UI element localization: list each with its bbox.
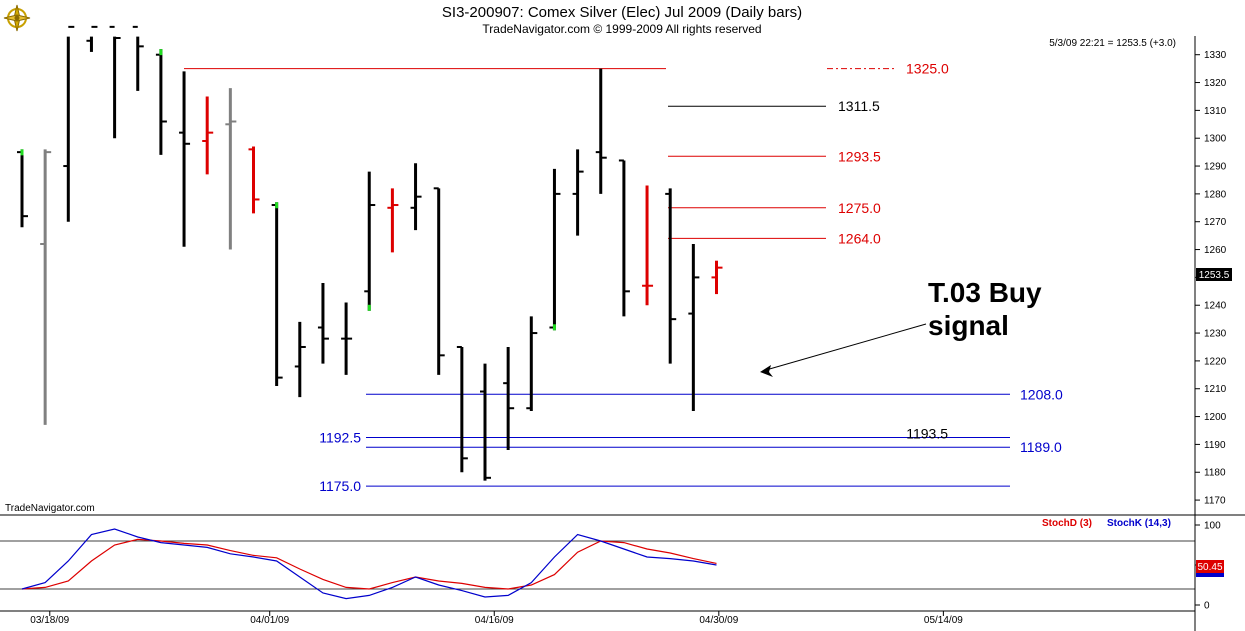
ohlc-bar	[526, 316, 538, 412]
ohlc-bar	[40, 149, 52, 425]
ohlc-bar	[387, 188, 399, 253]
price-tick-label: 1190	[1204, 440, 1226, 451]
date-tick-label: 05/14/09	[924, 615, 963, 626]
stoch-line	[21, 528, 717, 600]
ohlc-bar	[549, 168, 561, 331]
price-tick-label: 1310	[1204, 106, 1227, 117]
stoch-series	[21, 528, 717, 600]
ohlc-bar	[155, 49, 167, 155]
level-label: 1192.5	[319, 429, 361, 445]
date-axis-ticks: 03/18/09 04/01/09 04/16/09 04/30/09 05/14/09	[30, 611, 963, 626]
quote-readout: 5/3/09 22:21 = 1253.5 (+3.0)	[1049, 38, 1176, 49]
ohlc-bar	[410, 163, 422, 231]
price-tick-label: 1180	[1204, 468, 1226, 479]
copyright-text: TradeNavigator.com © 1999-2009 All right…	[482, 22, 761, 36]
ohlc-bar	[271, 202, 283, 386]
price-tick-label: 1200	[1204, 412, 1227, 423]
ohlc-bar	[595, 68, 607, 194]
ohlc-bar	[665, 188, 677, 364]
level-label: 1264.0	[838, 230, 881, 246]
level-label: 1208.0	[1020, 386, 1063, 402]
price-tick-label: 1170	[1204, 496, 1226, 507]
ohlc-bar	[225, 88, 237, 250]
ohlc-bar	[688, 243, 700, 412]
ohlc-bar	[202, 96, 214, 175]
stoch-reference-lines	[0, 540, 1195, 590]
date-tick-label: 04/16/09	[475, 615, 514, 626]
level-label: 1193.5	[906, 426, 948, 442]
ohlc-bar	[86, 25, 98, 52]
annotation-arrow	[760, 323, 927, 377]
stoch-last-tag: 50.45	[1196, 560, 1224, 577]
ohlc-bar	[317, 282, 329, 364]
signal-mark	[367, 304, 371, 311]
signal-mark	[159, 49, 163, 56]
price-tick-label: 1220	[1204, 356, 1227, 367]
date-tick-label: 03/18/09	[30, 615, 69, 626]
watermark-text: TradeNavigator.com	[5, 503, 95, 514]
annotation-line1: T.03 Buy	[928, 277, 1042, 308]
ohlc-bar	[642, 185, 654, 306]
ohlc-bar	[364, 171, 376, 311]
price-tick-label: 1280	[1204, 189, 1227, 200]
price-tick-label: 1270	[1204, 217, 1227, 228]
date-tick-label: 04/30/09	[699, 615, 738, 626]
ohlc-bars	[17, 25, 723, 481]
ohlc-bar	[480, 363, 491, 481]
chart-title: SI3-200907: Comex Silver (Elec) Jul 2009…	[442, 4, 802, 21]
ohlc-bar	[294, 321, 306, 398]
price-tick-label: 1260	[1204, 245, 1227, 256]
ohlc-bar	[618, 159, 630, 317]
ohlc-bar	[572, 149, 584, 236]
stoch-tick-label: 100	[1204, 521, 1221, 532]
signal-mark	[275, 202, 279, 209]
price-tick-label: 1240	[1204, 301, 1227, 312]
level-label: 1175.0	[319, 478, 361, 494]
level-label: 1293.5	[838, 148, 881, 164]
price-tick-label: 1230	[1204, 329, 1227, 340]
price-tick-label: 1300	[1204, 134, 1227, 145]
signal-mark	[20, 149, 24, 156]
legend-stochd: StochD (3)	[1042, 518, 1092, 529]
price-tick-label: 1210	[1204, 384, 1227, 395]
ohlc-bar	[132, 25, 144, 91]
stoch-tick-label: 0	[1204, 601, 1210, 612]
stoch-last-label: 50.45	[1197, 562, 1222, 573]
ohlc-bar	[248, 146, 260, 214]
price-tick-label: 1290	[1204, 162, 1227, 173]
ohlc-bar	[433, 187, 445, 375]
price-tick-label: 1320	[1204, 78, 1227, 89]
signal-mark	[552, 324, 556, 331]
level-label: 1275.0	[838, 200, 881, 216]
last-price-label: 1253.5	[1199, 270, 1230, 281]
ohlc-bar	[456, 345, 468, 473]
ohlc-bar	[341, 302, 353, 375]
price-tick-label: 1330	[1204, 50, 1227, 61]
compass-logo-icon	[3, 4, 31, 32]
ohlc-bar	[179, 71, 191, 247]
ohlc-bar	[109, 25, 121, 139]
level-label: 1311.5	[838, 98, 880, 114]
date-tick-label: 04/01/09	[250, 615, 289, 626]
ohlc-bar	[63, 25, 75, 222]
ohlc-bar	[711, 260, 723, 295]
level-label: 1189.0	[1020, 439, 1062, 455]
level-label: 1325.0	[906, 61, 949, 77]
ohlc-bar	[503, 346, 515, 450]
last-price-tag: 1253.5	[1196, 268, 1232, 281]
annotation-line2: signal	[928, 310, 1009, 341]
ohlc-bar	[17, 149, 28, 228]
legend-stochk: StochK (14,3)	[1107, 518, 1171, 529]
price-levels: 1325.0 1311.5 1293.5 1275.0 1264.0 1208.0 1192…	[184, 61, 1063, 494]
